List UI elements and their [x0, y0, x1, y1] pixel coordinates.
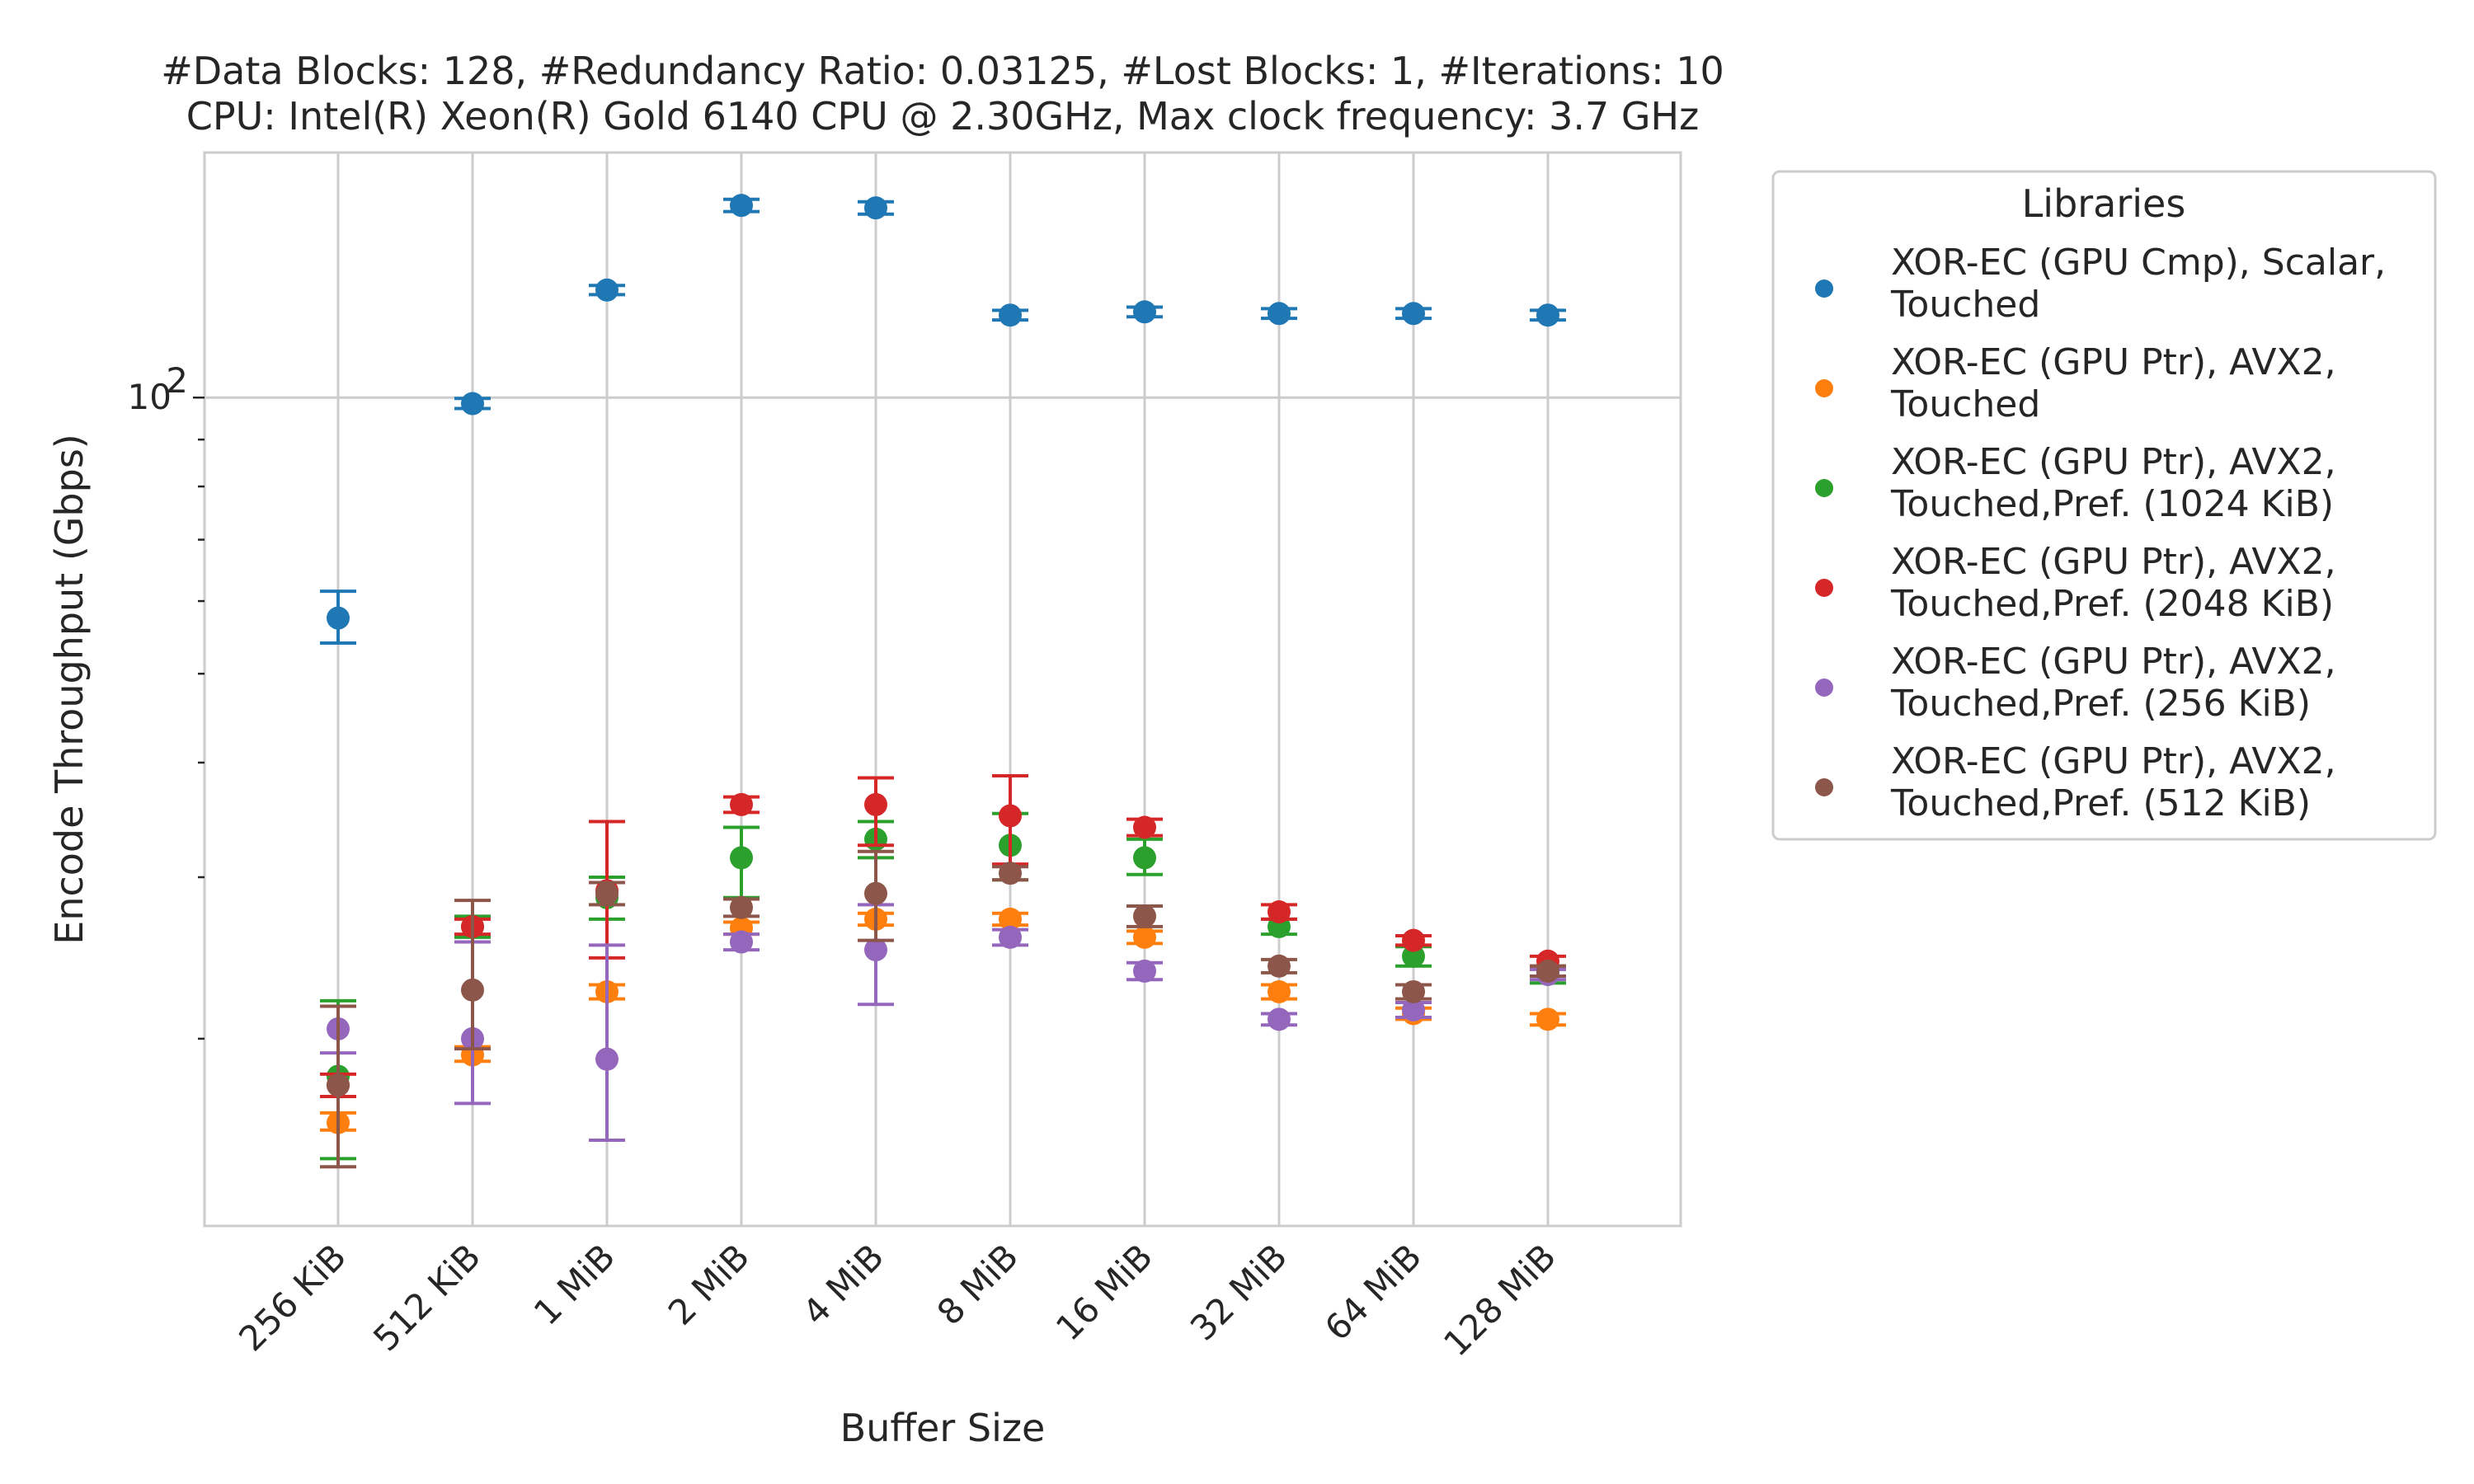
data-point [327, 606, 350, 630]
x-tick-label: 256 KiB [231, 1236, 354, 1359]
series-4 [320, 903, 1566, 1143]
plot-frame [203, 151, 1682, 1228]
data-point [730, 895, 753, 919]
chart-title-line2: CPU: Intel(R) Xeon(R) Gold 6140 CPU @ 2.… [186, 94, 1700, 139]
data-point [730, 846, 753, 870]
x-tick-label: 1 MiB [526, 1236, 623, 1332]
data-point [999, 925, 1022, 949]
legend-label-line2: Touched,Pref. (1024 KiB) [1890, 483, 2334, 525]
data-point [999, 804, 1022, 828]
legend-label-line1: XOR-EC (GPU Ptr), AVX2, [1891, 341, 2336, 383]
data-point [730, 792, 753, 816]
data-point [864, 881, 887, 905]
x-tick-label: 128 MiB [1436, 1236, 1564, 1364]
legend-label-line2: Touched [1890, 284, 2040, 326]
legend-label-line1: XOR-EC (GPU Ptr), AVX2, [1891, 541, 2336, 583]
legend-entry-2: XOR-EC (GPU Ptr), AVX2,Touched,Pref. (10… [1815, 441, 2336, 525]
y-tick-layer: 102 [128, 360, 205, 1040]
data-point [1268, 979, 1291, 1003]
data-point [327, 1073, 350, 1097]
legend-entry-4: XOR-EC (GPU Ptr), AVX2,Touched,Pref. (25… [1815, 641, 2336, 725]
series-2 [320, 811, 1566, 1161]
legend-entry-5: XOR-EC (GPU Ptr), AVX2,Touched,Pref. (51… [1815, 740, 2336, 824]
data-point [1536, 303, 1559, 327]
data-point [1133, 959, 1156, 983]
data-point [864, 938, 887, 962]
legend-marker [1815, 379, 1833, 397]
legend-marker [1815, 579, 1833, 597]
legend-entry-3: XOR-EC (GPU Ptr), AVX2,Touched,Pref. (20… [1815, 541, 2336, 625]
legend-label-line2: Touched [1890, 383, 2040, 425]
data-point [1402, 302, 1425, 326]
data-layer [320, 194, 1566, 1169]
data-point [1268, 900, 1291, 924]
legend: Libraries XOR-EC (GPU Cmp), Scalar,Touch… [1771, 170, 2437, 841]
legend-label-line2: Touched,Pref. (2048 KiB) [1890, 583, 2334, 625]
data-point [1268, 954, 1291, 978]
data-point [595, 1047, 618, 1071]
y-tick-label-exponent: 2 [166, 360, 188, 401]
data-point [730, 930, 753, 954]
series-5 [320, 849, 1566, 1169]
x-tick-label: 8 MiB [929, 1236, 1026, 1332]
data-point [864, 196, 887, 220]
data-point [1402, 944, 1425, 968]
x-tick-label: 4 MiB [795, 1236, 891, 1332]
data-point [595, 881, 618, 905]
x-tick-layer: 256 KiB 512 KiB 1 MiB 2 MiB 4 MiB 8 MiB 16 MiB… [231, 1236, 1564, 1364]
data-point [1133, 925, 1156, 949]
x-tick-label: 64 MiB [1317, 1236, 1429, 1348]
data-point [730, 194, 753, 218]
legend-label-line1: XOR-EC (GPU Ptr), AVX2, [1891, 441, 2336, 483]
data-point [1133, 815, 1156, 839]
data-point [461, 392, 484, 416]
legend-marker [1815, 778, 1833, 796]
data-point [1133, 904, 1156, 928]
data-point [1402, 928, 1425, 952]
legend-entry-1: XOR-EC (GPU Ptr), AVX2,Touched [1815, 341, 2336, 425]
chart-title-line1: #Data Blocks: 128, #Redundancy Ratio: 0.… [161, 49, 1724, 93]
y-tick-label: 10 [128, 377, 172, 417]
data-point [1268, 1007, 1291, 1031]
legend-label-line2: Touched,Pref. (256 KiB) [1890, 683, 2311, 725]
legend-box [1771, 170, 2437, 841]
legend-label-line1: XOR-EC (GPU Ptr), AVX2, [1891, 641, 2336, 683]
data-point [1268, 302, 1291, 326]
data-point [999, 907, 1022, 931]
legend-label-line1: XOR-EC (GPU Ptr), AVX2, [1891, 740, 2336, 782]
data-point [461, 978, 484, 1002]
data-point [864, 792, 887, 816]
x-axis-label: Buffer Size [840, 1406, 1046, 1450]
data-point [999, 303, 1022, 327]
x-tick-label: 32 MiB [1183, 1236, 1295, 1348]
y-axis-label: Encode Throughput (Gbps) [47, 434, 92, 945]
series-3 [320, 773, 1566, 1098]
legend-label-line1: XOR-EC (GPU Cmp), Scalar, [1891, 242, 2386, 284]
data-point [1402, 998, 1425, 1021]
data-point [595, 278, 618, 302]
legend-marker [1815, 679, 1833, 697]
grid-layer [205, 153, 1681, 1226]
data-point [999, 862, 1022, 885]
legend-entry-0: XOR-EC (GPU Cmp), Scalar,Touched [1815, 242, 2386, 326]
data-point [1133, 846, 1156, 870]
legend-label-line2: Touched,Pref. (512 KiB) [1890, 782, 2311, 824]
legend-marker [1815, 479, 1833, 497]
series-0 [320, 194, 1566, 645]
data-point [1402, 979, 1425, 1003]
legend-title: Libraries [2022, 181, 2186, 226]
data-point [1536, 959, 1559, 983]
x-tick-label: 2 MiB [661, 1236, 757, 1332]
x-tick-label: 16 MiB [1048, 1236, 1160, 1348]
data-point [1133, 300, 1156, 324]
x-tick-label: 512 KiB [365, 1236, 488, 1359]
legend-marker [1815, 279, 1833, 298]
data-point [1536, 1007, 1559, 1031]
series-1 [320, 907, 1566, 1134]
